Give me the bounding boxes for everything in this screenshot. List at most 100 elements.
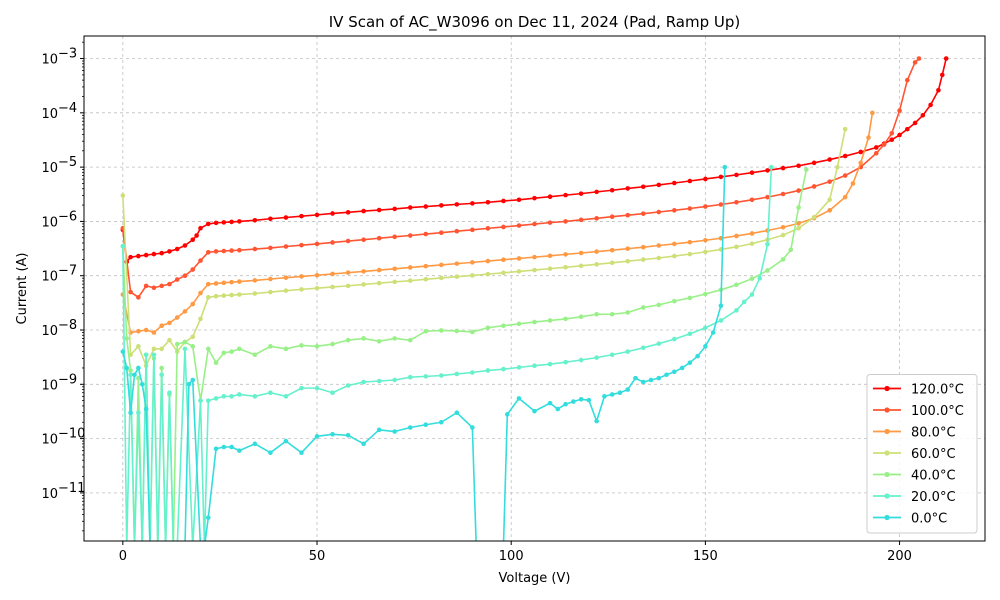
x-tick-label: 100 <box>499 549 524 564</box>
data-point <box>268 276 273 282</box>
data-point <box>703 176 708 182</box>
data-point <box>237 448 242 453</box>
y-tick-label: 10 <box>41 161 58 176</box>
data-point <box>722 164 728 170</box>
data-point <box>423 276 429 282</box>
x-axis-label: Voltage (V) <box>499 571 571 586</box>
data-point <box>765 194 770 200</box>
data-point <box>757 275 763 281</box>
data-point <box>811 184 817 189</box>
data-point <box>912 60 918 65</box>
data-point <box>594 418 599 424</box>
data-point <box>376 235 382 241</box>
data-point <box>213 396 219 401</box>
data-point <box>563 192 568 198</box>
data-point <box>516 321 522 327</box>
data-point <box>656 341 662 346</box>
data-point <box>423 422 429 428</box>
series-line <box>122 129 846 367</box>
data-point <box>345 433 351 438</box>
data-point <box>139 382 145 387</box>
data-point <box>881 142 887 147</box>
data-point <box>687 206 693 211</box>
data-point <box>796 205 801 210</box>
data-point <box>268 344 273 349</box>
data-point <box>299 343 304 348</box>
data-point <box>182 309 188 314</box>
series-line <box>122 57 920 299</box>
data-point <box>423 374 429 379</box>
data-point <box>672 253 677 259</box>
data-point <box>151 346 157 352</box>
data-point <box>640 379 646 385</box>
data-point <box>547 266 553 271</box>
data-point <box>136 295 141 300</box>
data-point <box>151 251 157 257</box>
data-point <box>889 137 895 142</box>
data-point <box>516 396 522 401</box>
data-point <box>454 328 460 334</box>
data-point <box>563 401 568 407</box>
data-point <box>190 334 196 340</box>
data-point <box>734 172 739 178</box>
data-point <box>796 225 801 231</box>
data-point <box>299 274 304 279</box>
data-point <box>858 160 864 166</box>
data-point <box>687 239 693 245</box>
grid-layer <box>84 36 985 541</box>
data-point <box>672 180 677 186</box>
data-point <box>213 220 219 226</box>
data-point <box>858 149 864 155</box>
data-point <box>734 199 739 205</box>
data-point <box>563 264 568 270</box>
data-point <box>229 394 234 399</box>
y-tick-exponent: −9 <box>58 372 77 387</box>
data-point <box>897 108 902 113</box>
data-point <box>873 150 879 156</box>
data-point <box>213 293 219 299</box>
x-tick-label: 50 <box>309 549 326 564</box>
data-point <box>578 263 584 269</box>
data-point <box>205 398 211 403</box>
legend-label: 100.0°C <box>911 404 964 419</box>
data-point <box>376 267 382 273</box>
data-point <box>407 374 413 380</box>
data-point <box>136 410 141 415</box>
data-point <box>788 247 794 253</box>
data-point <box>633 375 638 381</box>
data-point <box>780 232 786 238</box>
data-point <box>221 394 227 399</box>
data-point <box>198 258 203 263</box>
data-point <box>547 361 553 367</box>
data-point <box>454 228 460 234</box>
legend-label: 40.0°C <box>911 469 956 484</box>
data-point <box>345 283 351 289</box>
y-tick-exponent: −3 <box>58 47 77 62</box>
data-point <box>889 130 895 136</box>
data-point <box>734 233 739 239</box>
x-tick-label: 200 <box>887 549 912 564</box>
data-point <box>345 238 351 244</box>
data-point <box>578 191 584 196</box>
data-point <box>578 396 584 402</box>
data-point <box>516 256 522 261</box>
data-point <box>586 397 592 403</box>
data-point <box>438 203 444 208</box>
data-point <box>299 242 304 248</box>
data-point <box>237 346 242 352</box>
y-axis-label: Current (A) <box>15 253 30 325</box>
data-point <box>438 328 444 333</box>
data-point <box>283 215 289 220</box>
data-point <box>221 293 227 298</box>
data-point <box>392 279 397 285</box>
data-point <box>205 281 211 287</box>
data-point <box>376 427 382 433</box>
data-point <box>132 372 137 378</box>
data-point <box>625 246 631 251</box>
data-point <box>252 278 258 283</box>
data-point <box>547 194 553 200</box>
data-point <box>842 194 848 200</box>
data-point <box>151 352 157 358</box>
data-point <box>703 204 708 209</box>
data-point <box>124 365 130 371</box>
